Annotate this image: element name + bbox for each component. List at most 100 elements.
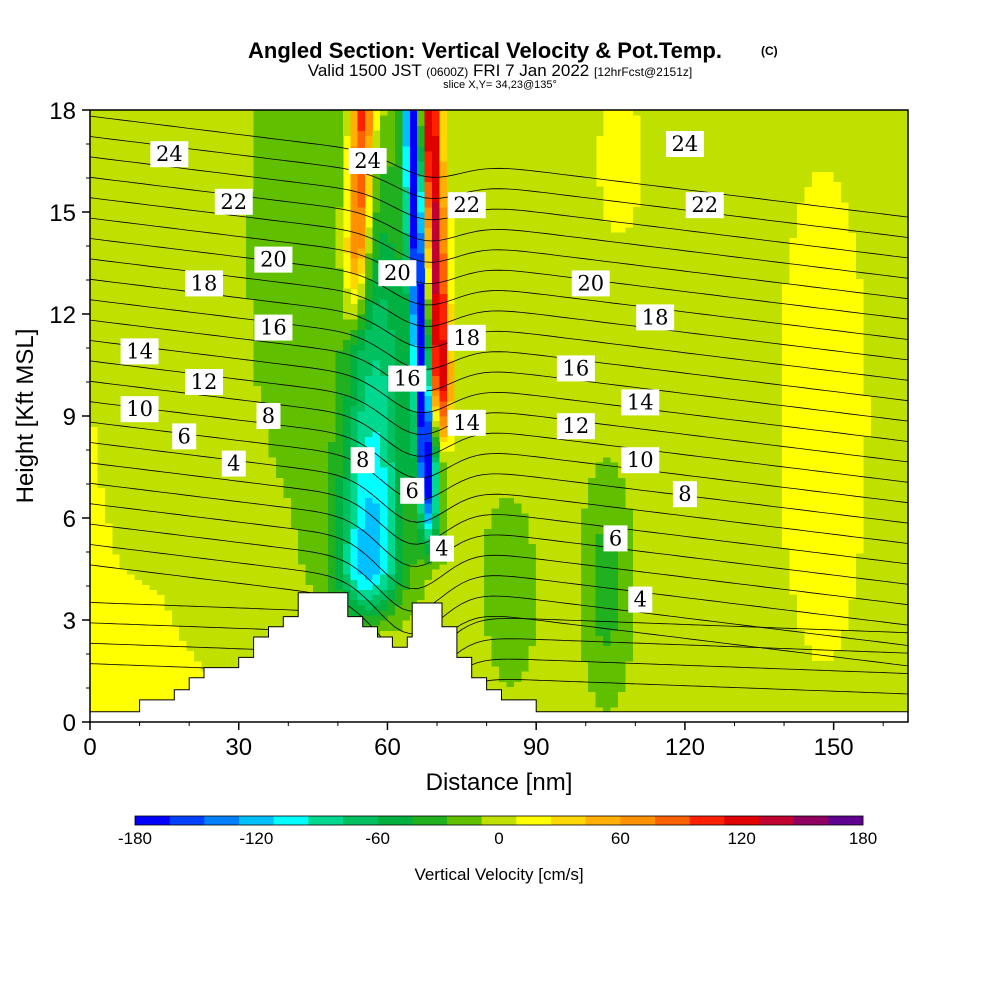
velocity-cell — [357, 502, 366, 509]
velocity-cell — [342, 405, 351, 412]
velocity-cell — [156, 288, 165, 295]
velocity-cell — [394, 227, 403, 233]
velocity-cell — [409, 589, 418, 596]
velocity-cell — [424, 247, 433, 254]
velocity-cell — [350, 263, 359, 269]
velocity-cell — [201, 563, 210, 570]
velocity-cell — [156, 232, 165, 239]
velocity-cell — [208, 314, 218, 320]
velocity-cell — [238, 507, 247, 514]
velocity-cell — [127, 110, 136, 116]
velocity-cell — [231, 334, 240, 341]
velocity-cell — [261, 620, 270, 626]
velocity-cell — [216, 257, 225, 264]
velocity-cell — [119, 461, 128, 468]
velocity-cell — [216, 161, 225, 167]
velocity-cell — [201, 614, 210, 621]
velocity-cell — [320, 584, 329, 590]
velocity-cell — [402, 512, 411, 519]
velocity-cell — [127, 268, 136, 274]
velocity-cell — [201, 222, 210, 228]
velocity-cell — [409, 339, 418, 346]
velocity-cell — [171, 456, 180, 463]
velocity-cell — [171, 349, 180, 356]
velocity-cell — [357, 227, 366, 233]
velocity-cell — [350, 212, 359, 218]
velocity-cell — [387, 584, 396, 590]
velocity-cell — [283, 594, 292, 601]
velocity-cell — [380, 543, 389, 550]
velocity-cell — [268, 222, 277, 228]
velocity-cell — [216, 155, 225, 162]
velocity-cell — [290, 181, 299, 188]
velocity-cell — [164, 477, 173, 483]
velocity-cell — [380, 441, 389, 448]
velocity-cell — [97, 232, 106, 239]
velocity-cell — [216, 410, 225, 417]
velocity-cell — [402, 630, 411, 636]
velocity-cell — [380, 191, 389, 198]
velocity-cell — [380, 487, 389, 494]
velocity-cell — [194, 533, 203, 539]
velocity-cell — [246, 441, 255, 448]
velocity-cell — [238, 293, 247, 300]
velocity-cell — [387, 349, 396, 356]
velocity-cell — [208, 227, 218, 233]
velocity-cell — [283, 283, 292, 290]
velocity-cell — [320, 548, 329, 555]
velocity-cell — [231, 558, 240, 565]
velocity-cell — [156, 268, 165, 274]
velocity-cell — [275, 584, 284, 590]
velocity-cell — [238, 298, 247, 305]
velocity-cell — [201, 359, 210, 366]
velocity-cell — [261, 354, 270, 361]
velocity-cell — [216, 176, 225, 182]
velocity-cell — [402, 155, 411, 162]
velocity-cell — [283, 375, 292, 381]
velocity-cell — [313, 405, 322, 412]
velocity-cell — [134, 451, 143, 458]
velocity-cell — [342, 507, 351, 514]
velocity-cell — [223, 594, 232, 601]
velocity-cell — [164, 487, 173, 494]
velocity-cell — [127, 263, 136, 269]
velocity-cell — [320, 263, 329, 269]
velocity-cell — [119, 161, 128, 167]
velocity-cell — [350, 110, 359, 116]
velocity-cell — [201, 206, 210, 213]
velocity-cell — [127, 538, 136, 545]
velocity-cell — [275, 426, 284, 432]
velocity-cell — [380, 599, 389, 606]
velocity-cell — [201, 650, 210, 657]
velocity-cell — [246, 257, 255, 264]
velocity-cell — [253, 288, 262, 295]
velocity-cell — [387, 334, 396, 341]
velocity-cell — [112, 477, 121, 483]
velocity-cell — [283, 579, 292, 585]
velocity-cell — [350, 507, 359, 514]
velocity-cell — [327, 584, 336, 590]
velocity-cell — [313, 140, 322, 147]
velocity-cell — [342, 324, 351, 330]
velocity-cell — [313, 339, 322, 346]
velocity-cell — [365, 140, 374, 147]
velocity-cell — [305, 110, 314, 116]
velocity-cell — [402, 431, 411, 437]
velocity-cell — [194, 293, 203, 300]
velocity-cell — [372, 242, 381, 249]
velocity-cell — [216, 252, 225, 259]
velocity-cell — [186, 579, 195, 585]
velocity-cell — [313, 421, 322, 427]
velocity-cell — [201, 145, 210, 152]
velocity-cell — [179, 492, 188, 499]
velocity-cell — [320, 222, 329, 228]
velocity-cell — [149, 451, 158, 458]
velocity-cell — [261, 487, 270, 494]
velocity-cell — [275, 446, 284, 453]
velocity-cell — [238, 635, 247, 641]
velocity-cell — [149, 125, 158, 131]
velocity-cell — [357, 120, 366, 126]
velocity-cell — [424, 456, 433, 463]
velocity-cell — [156, 410, 165, 417]
velocity-cell — [387, 150, 396, 157]
